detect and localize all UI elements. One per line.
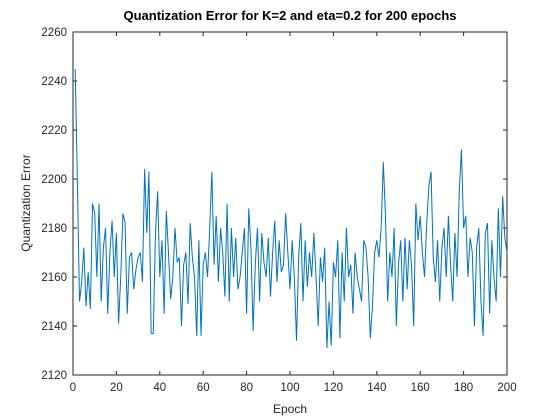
x-tick-label: 200 (497, 382, 516, 394)
y-tick-label: 2180 (41, 223, 67, 235)
x-axis-label: Epoch (273, 402, 307, 416)
x-tick-label: 0 (70, 382, 76, 394)
x-tick-label: 120 (324, 382, 343, 394)
y-axis-label: Quantization Error (19, 154, 33, 251)
x-tick-label: 140 (367, 382, 386, 394)
x-tick-label: 80 (240, 382, 253, 394)
x-tick-label: 180 (454, 382, 473, 394)
y-tick-label: 2260 (41, 27, 67, 39)
y-tick-label: 2240 (41, 76, 67, 88)
y-tick-label: 2140 (41, 321, 67, 333)
y-tick-label: 2120 (41, 370, 67, 382)
y-tick-label: 2200 (41, 174, 67, 186)
plot-box (72, 31, 508, 376)
data-line (74, 68, 508, 349)
x-tick-label: 40 (153, 382, 166, 394)
x-tick-label: 100 (280, 382, 299, 394)
x-tick-label: 160 (411, 382, 430, 394)
chart-title: Quantization Error for K=2 and eta=0.2 f… (123, 8, 456, 23)
x-tick-label: 20 (110, 382, 123, 394)
x-tick-label: 60 (197, 382, 210, 394)
y-tick-label: 2160 (41, 272, 67, 284)
y-tick-label: 2220 (41, 125, 67, 137)
